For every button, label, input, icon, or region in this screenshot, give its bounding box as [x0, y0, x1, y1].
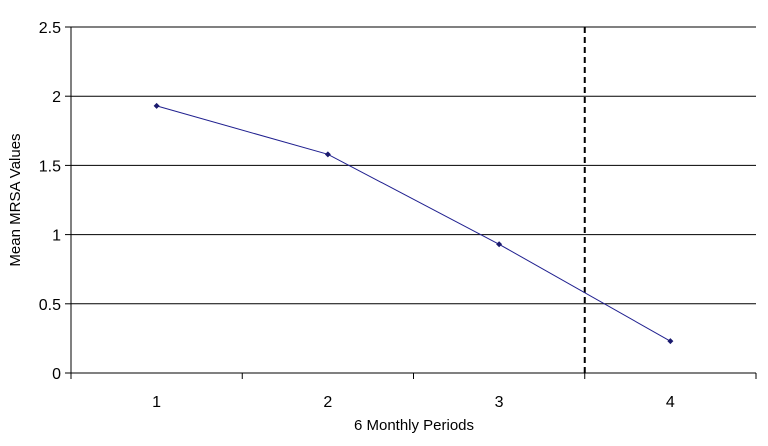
x-tick-label: 3: [495, 394, 504, 411]
y-tick-labels: 0 0.5 1 1.5 2 2.5: [39, 20, 61, 383]
y-axis-title: Mean MRSA Values: [7, 133, 24, 266]
y-tick-label: 2: [52, 89, 61, 106]
y-tick-label: 0.5: [39, 297, 61, 314]
axes: [65, 26, 757, 379]
x-axis-title: 6 Monthly Periods: [354, 417, 474, 434]
y-tick-label: 1: [52, 228, 61, 245]
data-point: [667, 338, 674, 345]
x-tick-label: 1: [152, 394, 161, 411]
series-group: [153, 102, 674, 345]
data-point: [324, 151, 331, 158]
x-tick-label: 4: [666, 394, 675, 411]
series-line: [156, 105, 671, 342]
x-tick-label: 2: [323, 394, 332, 411]
y-tick-label: 0: [52, 366, 61, 383]
gridlines: [71, 26, 756, 305]
data-point: [496, 241, 503, 248]
data-point: [153, 102, 160, 109]
y-tick-label: 2.5: [39, 20, 61, 37]
x-tick-labels: 1 2 3 4: [152, 394, 675, 411]
y-tick-label: 1.5: [39, 158, 61, 175]
